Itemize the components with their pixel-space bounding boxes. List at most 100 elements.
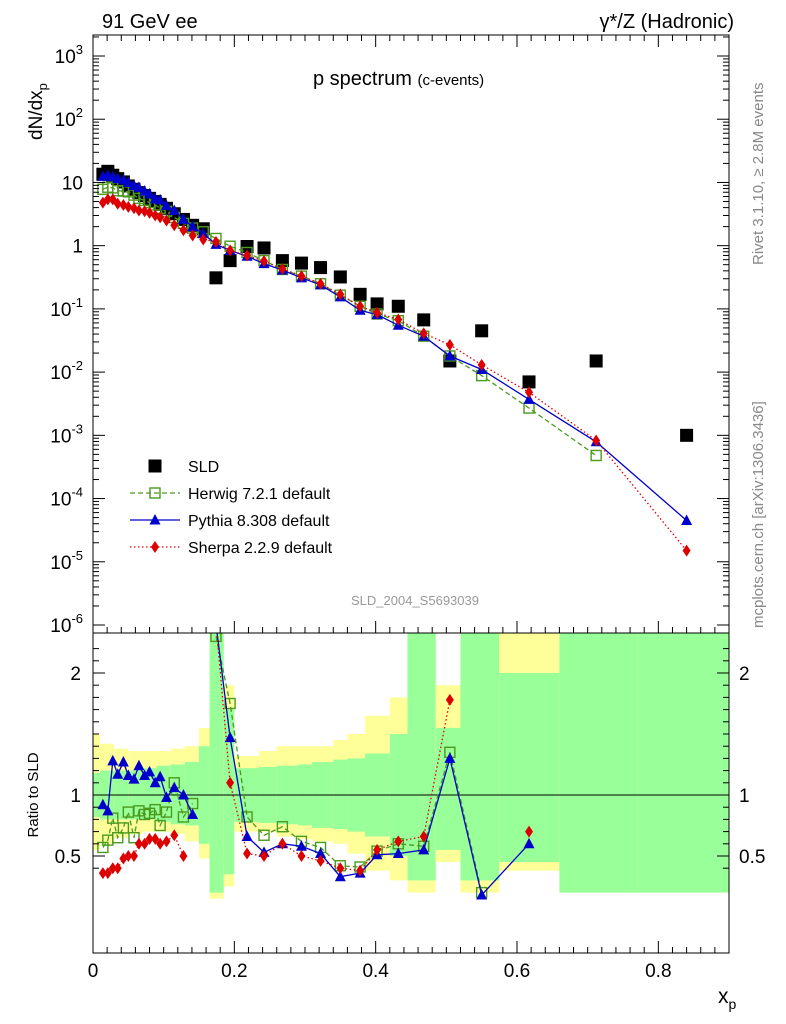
ratio-sherpa-point	[156, 837, 165, 850]
y-tick-label: 10-5	[50, 548, 83, 574]
main-sherpa-point	[477, 358, 486, 371]
ratio-y-tick-label-right: 2	[739, 664, 750, 685]
ratio-herwig-point	[107, 812, 119, 824]
plot-title: p spectrum (c-events)	[313, 68, 484, 90]
ratio-pythia-point	[444, 752, 456, 763]
y-tick-exponent: -6	[71, 611, 83, 626]
y-tick-label: 10-1	[50, 295, 83, 321]
ratio-sherpa-point	[98, 867, 107, 880]
ratio-sherpa-point	[129, 850, 138, 862]
legend-sld-marker	[148, 459, 162, 473]
main-sherpa-point	[188, 229, 197, 242]
stat-band-segment	[637, 633, 729, 893]
ratio-plot-area	[97, 618, 535, 900]
ratio-sherpa-point	[356, 864, 365, 877]
ratio-sherpa-point	[373, 843, 382, 856]
main-pythia-point	[681, 514, 693, 525]
main-pythia-point	[523, 393, 535, 404]
ratio-sherpa-point	[212, 618, 220, 630]
main-sld-point	[475, 324, 489, 338]
y-tick-label: 10-4	[50, 485, 83, 511]
ratio-sherpa-point	[113, 862, 122, 875]
main-pythia-point	[133, 181, 145, 193]
ratio-herwig-point	[210, 633, 222, 643]
ratio-sherpa-point	[103, 867, 112, 880]
y-tick-exponent: -4	[71, 485, 83, 500]
plot-title-sub: (c-events)	[418, 72, 485, 89]
plot-title-main: p spectrum	[313, 68, 412, 90]
ratio-sherpa-point	[243, 847, 252, 860]
x-tick-label: 0.2	[221, 961, 247, 982]
ratio-pythia-point	[334, 870, 346, 882]
y-axis-label: dN/dxp	[26, 83, 50, 140]
stat-band-segment	[559, 633, 638, 893]
stat-band-segment	[460, 633, 500, 881]
y-tick-exponent: -3	[71, 421, 83, 436]
main-pythia-point	[154, 193, 166, 205]
ratio-pythia-point	[107, 754, 119, 766]
y-tick-label: 10-2	[50, 358, 83, 384]
ratio-pythia-point	[117, 756, 129, 767]
main-sherpa-point	[243, 249, 252, 262]
legend-sherpa-marker	[151, 541, 159, 553]
ratio-sherpa-point	[394, 835, 403, 848]
mcplots-label: mcplots.cern.ch [arXiv:1306.3436]	[750, 401, 767, 628]
main-sherpa-point	[226, 244, 235, 257]
ratio-y-tick-label-right: 1	[739, 786, 750, 807]
main-sherpa-point	[211, 235, 220, 248]
ratio-sherpa-point	[297, 850, 306, 862]
y-tick-label: 102	[55, 105, 83, 131]
main-sherpa-point	[297, 270, 306, 283]
ratio-pythia-point	[418, 843, 430, 855]
main-sld-point	[333, 270, 347, 284]
main-sherpa-point	[356, 300, 365, 313]
ratio-pythia-point	[112, 768, 124, 779]
ratio-axis-ticks: 0.5 0.5 1 1 2 2	[55, 648, 765, 869]
main-sherpa-point	[179, 224, 188, 237]
main-sherpa-point	[445, 338, 454, 351]
ratio-y-tick-label-right: 0.5	[739, 847, 765, 868]
ratio-sherpa-point	[124, 850, 133, 862]
analysis-id-label: SLD_2004_S5693039	[351, 593, 479, 608]
ratio-herwig-point	[128, 832, 140, 844]
ratio-sherpa-point	[226, 776, 235, 789]
ratio-herwig-point	[241, 811, 253, 823]
main-sherpa-point	[682, 544, 691, 557]
main-sherpa-line	[102, 198, 688, 552]
ratio-sherpa-point	[170, 829, 179, 842]
ratio-sherpa-point	[162, 835, 171, 848]
main-sld-point	[522, 375, 536, 389]
ratio-y-axis-label: Ratio to SLD	[25, 752, 42, 837]
ratio-herwig-point	[276, 821, 289, 833]
main-sld-point	[353, 287, 367, 301]
ratio-pythia-point	[97, 798, 109, 810]
main-sld-point	[314, 261, 328, 275]
ratio-herwig-line	[102, 636, 483, 893]
y-tick-label: 10-3	[50, 421, 83, 447]
x-tick-label: 0.8	[645, 961, 671, 982]
ratio-sherpa-point	[525, 825, 534, 838]
x-axis-label-sub: p	[729, 996, 737, 1012]
x-tick-label: 0.4	[362, 961, 389, 982]
ratio-herwig-point	[224, 697, 236, 710]
main-sld-point	[294, 256, 308, 270]
legend-pythia-label: Pythia 8.308 default	[188, 513, 330, 530]
y-tick-exponent: 3	[76, 42, 83, 57]
main-sld-point	[417, 313, 431, 327]
ratio-y-tick-label: 2	[70, 664, 81, 685]
main-sherpa-point	[134, 204, 143, 217]
stat-band-segment	[333, 759, 348, 830]
main-sherpa-point	[316, 277, 325, 290]
x-axis-label: xp	[718, 985, 737, 1012]
ratio-pythia-point	[149, 776, 161, 788]
main-plot-area	[96, 164, 694, 557]
main-sherpa-point	[592, 434, 601, 447]
main-sld-point	[680, 428, 694, 442]
main-pythia-point	[444, 349, 456, 361]
rivet-label: Rivet 3.1.10, ≥ 2.8M events	[750, 83, 767, 266]
legend-pythia-marker	[149, 514, 161, 525]
ratio-sherpa-point	[134, 837, 143, 850]
ratio-pythia-point	[224, 731, 236, 743]
legend-sld-label: SLD	[188, 459, 219, 476]
